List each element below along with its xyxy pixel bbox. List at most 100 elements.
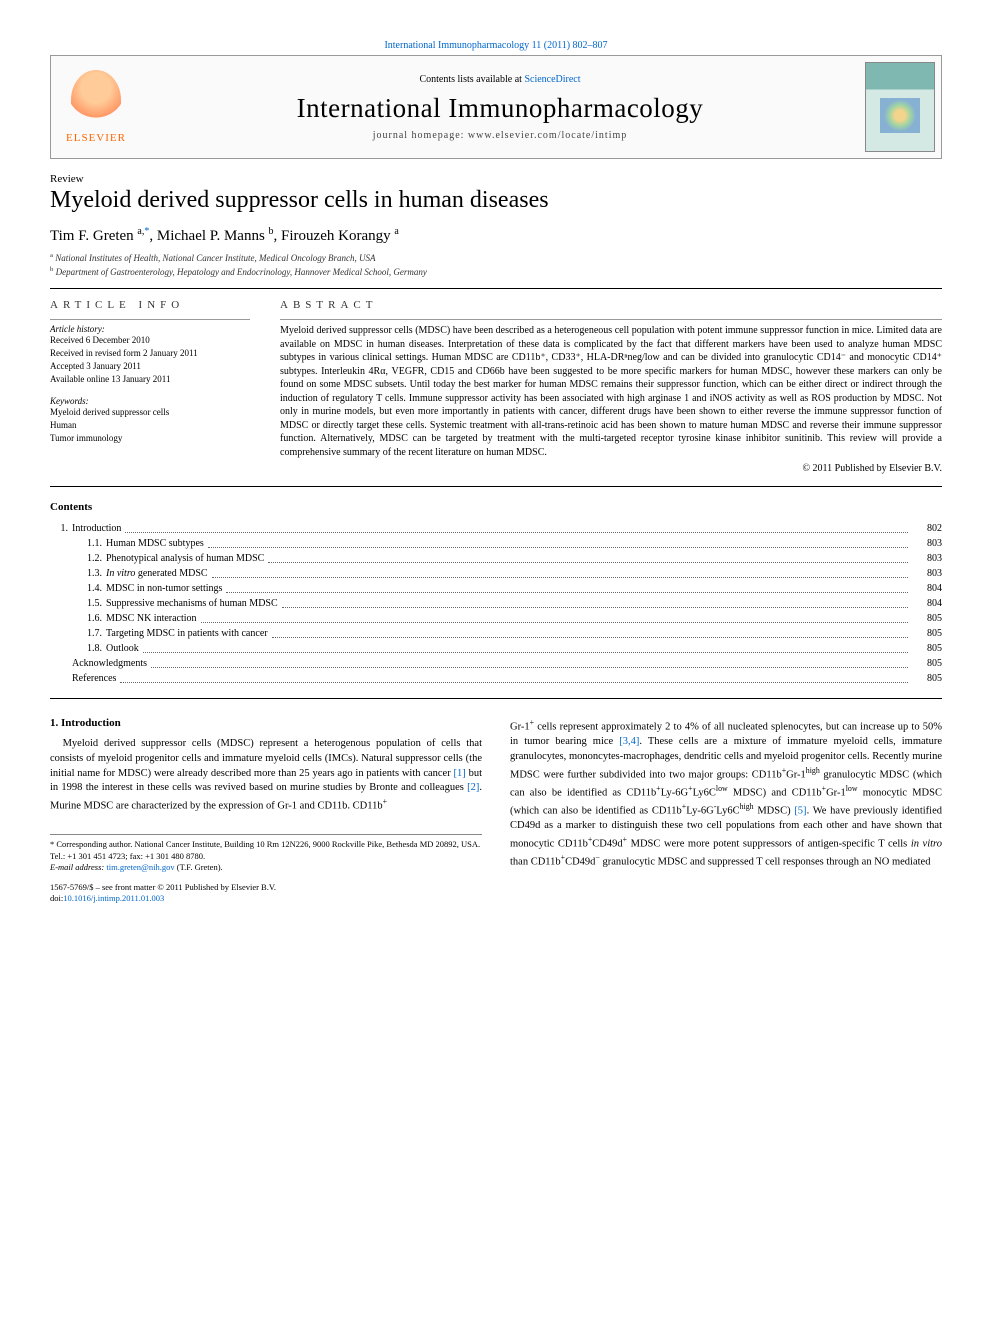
contents-heading: Contents [50,501,942,513]
asterisk-icon: * [50,839,54,849]
toc-dots [212,566,908,578]
info-abstract-row: ARTICLE INFO Article history: Received 6… [50,299,942,474]
doi-prefix: doi: [50,893,63,903]
toc-page: 805 [912,671,942,686]
toc-title: Acknowledgments [72,656,147,671]
article-info: ARTICLE INFO Article history: Received 6… [50,299,250,474]
toc-dots [226,581,908,593]
toc-row[interactable]: 1. Introduction 802 [50,521,942,536]
rule [50,486,942,487]
journal-cover-thumb [865,62,935,152]
toc-page: 802 [912,521,942,536]
email-link[interactable]: tim.greten@nih.gov [106,862,174,872]
toc-page: 805 [912,656,942,671]
corresponding-text: Corresponding author. National Cancer In… [50,839,480,860]
toc-num: 1.7. [50,626,106,641]
rule [50,698,942,699]
toc-num: 1.6. [50,611,106,626]
authors: Tim F. Greten a,*, Michael P. Manns b, F… [50,226,942,245]
toc-page: 805 [912,626,942,641]
citation-line: International Immunopharmacology 11 (201… [50,40,942,51]
toc-title: Human MDSC subtypes [106,536,204,551]
toc-row[interactable]: 1.4. MDSC in non-tumor settings 804 [50,581,942,596]
doi-link[interactable]: 10.1016/j.intimp.2011.01.003 [63,893,164,903]
history-row: Accepted 3 January 2011 [50,360,250,373]
toc-num: 1.1. [50,536,106,551]
abstract-copyright: © 2011 Published by Elsevier B.V. [280,463,942,474]
toc-row[interactable]: 1.5. Suppressive mechanisms of human MDS… [50,596,942,611]
toc: 1. Introduction 802 1.1. Human MDSC subt… [50,521,942,686]
toc-title: Targeting MDSC in patients with cancer [106,626,268,641]
history-row: Available online 13 January 2011 [50,373,250,386]
toc-dots [125,521,908,533]
toc-row[interactable]: 1.3. In vitro generated MDSC 803 [50,566,942,581]
toc-title: Introduction [72,521,121,536]
toc-page: 803 [912,551,942,566]
toc-row[interactable]: 1.2. Phenotypical analysis of human MDSC… [50,551,942,566]
journal-name: International Immunopharmacology [141,93,859,124]
toc-row[interactable]: 1.1. Human MDSC subtypes 803 [50,536,942,551]
history-label: Article history: [50,324,250,334]
toc-num [50,656,72,671]
abstract-text: Myeloid derived suppressor cells (MDSC) … [280,324,942,459]
abstract: ABSTRACT Myeloid derived suppressor cell… [280,299,942,474]
toc-row[interactable]: 1.7. Targeting MDSC in patients with can… [50,626,942,641]
rule [50,288,942,289]
toc-row[interactable]: 1.8. Outlook 805 [50,641,942,656]
toc-page: 804 [912,581,942,596]
contents-prefix: Contents lists available at [419,74,524,85]
toc-page: 805 [912,611,942,626]
sciencedirect-link[interactable]: ScienceDirect [524,74,580,85]
toc-page: 805 [912,641,942,656]
toc-row[interactable]: 1.6. MDSC NK interaction 805 [50,611,942,626]
article-title: Myeloid derived suppressor cells in huma… [50,187,942,214]
toc-title: MDSC NK interaction [106,611,197,626]
toc-num [50,671,72,686]
toc-num: 1.2. [50,551,106,566]
header-center: Contents lists available at ScienceDirec… [141,66,859,149]
journal-homepage: journal homepage: www.elsevier.com/locat… [141,130,859,141]
toc-title: References [72,671,116,686]
body-twocol: 1. Introduction Myeloid derived suppress… [50,717,942,904]
toc-num: 1. [50,521,72,536]
elsevier-logo: ELSEVIER [51,57,141,157]
toc-num: 1.8. [50,641,106,656]
toc-row[interactable]: References 805 [50,671,942,686]
toc-title: MDSC in non-tumor settings [106,581,222,596]
toc-dots [268,551,908,563]
journal-header: ELSEVIER Contents lists available at Sci… [50,55,942,159]
toc-page: 804 [912,596,942,611]
keywords-label: Keywords: [50,396,250,406]
keyword: Tumor immunology [50,432,250,445]
keyword: Myeloid derived suppressor cells [50,406,250,419]
toc-num: 1.4. [50,581,106,596]
affiliations: a National Institutes of Health, Nationa… [50,251,942,278]
email-suffix: (T.F. Greten). [177,862,223,872]
history-row: Received in revised form 2 January 2011 [50,347,250,360]
issn-line: 1567-5769/$ – see front matter © 2011 Pu… [50,882,276,892]
corresponding-footer: * Corresponding author. National Cancer … [50,834,482,873]
paragraph: Myeloid derived suppressor cells (MDSC) … [50,737,482,814]
elsevier-text: ELSEVIER [66,132,126,144]
citation-link[interactable]: International Immunopharmacology 11 (201… [384,40,607,51]
toc-dots [208,536,908,548]
article-type: Review [50,173,942,185]
rule [280,319,942,320]
abstract-heading: ABSTRACT [280,299,942,311]
toc-dots [151,656,908,668]
toc-title: Phenotypical analysis of human MDSC [106,551,264,566]
section-1-heading: 1. Introduction [50,717,482,729]
issn-block: 1567-5769/$ – see front matter © 2011 Pu… [50,882,482,905]
paragraph: Gr-1+ cells represent approximately 2 to… [510,717,942,870]
toc-page: 803 [912,536,942,551]
toc-row[interactable]: Acknowledgments 805 [50,656,942,671]
toc-title: Outlook [106,641,139,656]
toc-dots [272,626,908,638]
article-info-heading: ARTICLE INFO [50,299,250,311]
toc-dots [120,671,908,683]
rule [50,319,250,320]
toc-num: 1.3. [50,566,106,581]
toc-dots [201,611,908,623]
elsevier-tree-icon [71,70,121,130]
keyword: Human [50,419,250,432]
